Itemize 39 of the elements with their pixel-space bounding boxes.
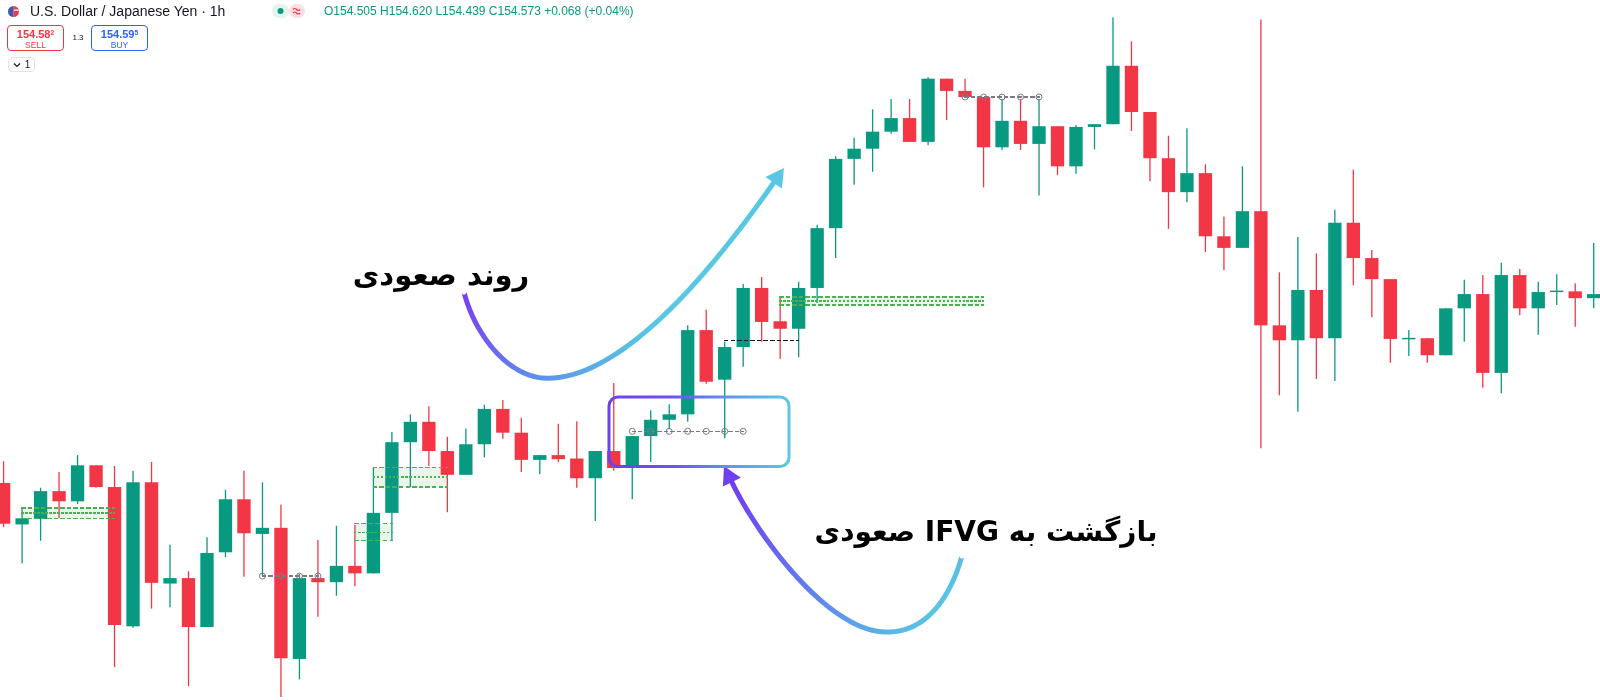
candlestick [1272,271,1287,396]
candlestick [329,525,344,597]
candlestick [939,78,954,121]
candlestick [1180,127,1194,203]
candlestick [865,108,880,173]
candlestick [551,423,565,463]
candlestick [52,471,66,519]
candlestick [1587,242,1600,309]
candlestick [570,420,584,489]
candlestick [440,436,455,513]
annotation: 154.58$^{2}$ [16,27,55,39]
candlestick [163,544,177,608]
annotation: 154.59$^{5}$ [100,27,139,39]
candlestick [1457,279,1471,343]
annotation: بازگشت به IFVG صعودی [814,515,1158,548]
annotation: O154.505 H154.620 L154.439 C154.573 +0.068 (+0.04%) [324,4,634,18]
candlestick [1568,282,1582,328]
candlestick [902,98,917,143]
candlestick [847,137,861,186]
candlestick [1531,281,1545,336]
candlestick [255,481,270,577]
candlestick [1365,249,1379,318]
candlestick [1420,337,1434,364]
candlestick [533,454,547,475]
candlestick [403,413,418,488]
annotation: 1.3 [72,33,84,42]
annotation: BUY [110,39,129,50]
candlestick [884,98,898,135]
candlestick [89,464,103,489]
candlestick [773,296,787,360]
candlestick [496,399,510,440]
candlestick [1087,123,1102,150]
chart-title: U.S. Dollar / Japanese Yen · 1h [30,3,226,19]
annotation: 1 [24,58,31,70]
candlestick [15,508,29,564]
annotation: SELL [25,39,46,50]
candlestick [348,524,362,587]
candlestick [1217,215,1231,271]
annotation: روند صعودی [352,257,530,292]
